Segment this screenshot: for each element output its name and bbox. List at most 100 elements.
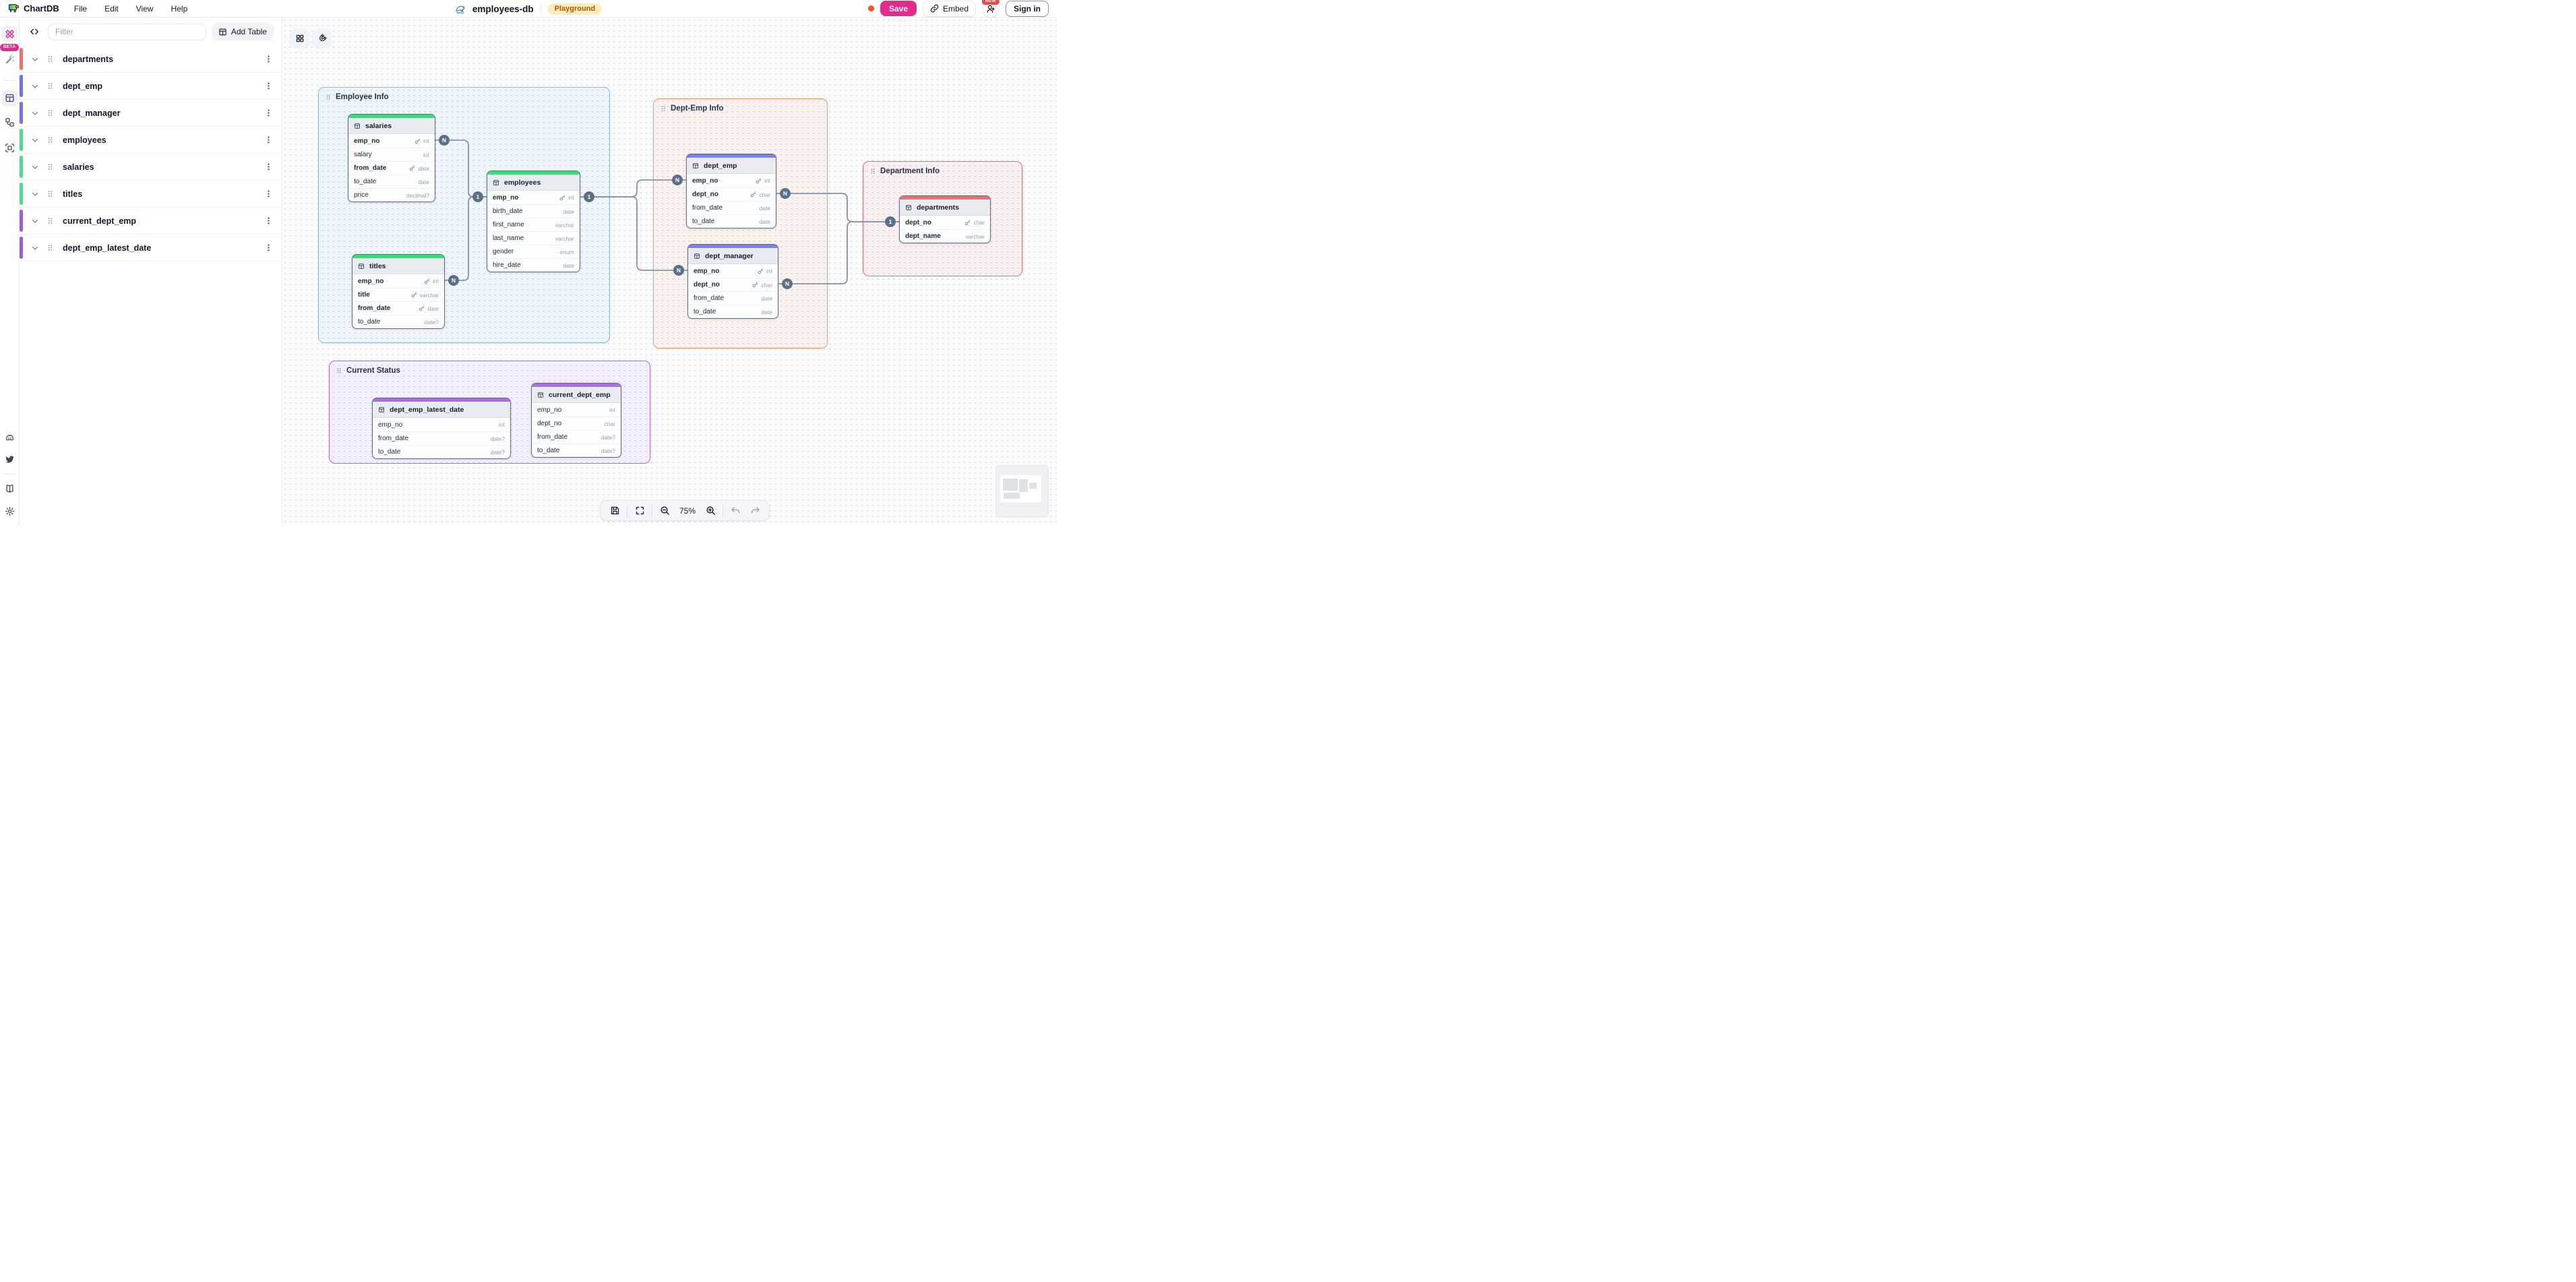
table-node-header[interactable]: dept_manager	[688, 248, 778, 264]
field-row[interactable]: birth_date date	[487, 204, 580, 218]
field-row[interactable]: hire_date date	[487, 258, 580, 272]
table-row-dept-emp[interactable]: dept_emp	[20, 73, 282, 100]
field-row[interactable]: emp_no int	[688, 264, 778, 278]
filter-input[interactable]	[48, 23, 206, 40]
drag-handle-icon[interactable]	[47, 244, 54, 251]
undo-button[interactable]	[728, 503, 743, 518]
view-code-button[interactable]	[26, 24, 42, 40]
table-node-dept-emp-latest-date[interactable]: dept_emp_latest_date emp_no int from_dat…	[372, 398, 511, 459]
menu-view[interactable]: View	[135, 3, 154, 13]
zoom-in-button[interactable]	[703, 503, 718, 518]
drag-handle-icon[interactable]	[47, 82, 54, 90]
field-row[interactable]: last_name varchar	[487, 231, 580, 245]
table-menu-icon[interactable]	[264, 162, 273, 171]
table-row-departments[interactable]: departments	[20, 46, 282, 73]
fit-view-button[interactable]	[632, 503, 647, 518]
snap-magnet-button[interactable]	[313, 29, 332, 48]
cardinality-many[interactable]: N	[780, 188, 791, 199]
cardinality-one[interactable]: 1	[584, 191, 594, 202]
table-node-header[interactable]: employees	[487, 175, 580, 191]
zoom-out-button[interactable]	[657, 503, 672, 518]
field-row[interactable]: emp_no int	[687, 174, 776, 187]
field-row[interactable]: gender enum	[487, 245, 580, 258]
cardinality-one[interactable]: 1	[472, 191, 483, 202]
discord-link-button[interactable]	[1, 429, 18, 446]
field-row[interactable]: title varchar	[352, 288, 444, 301]
table-menu-icon[interactable]	[264, 135, 273, 144]
save-diagram-button[interactable]	[607, 503, 622, 518]
chevron-down-icon[interactable]	[31, 136, 39, 144]
docs-button[interactable]	[1, 480, 18, 496]
table-node-titles[interactable]: titles emp_no int title varchar from_dat…	[352, 254, 445, 329]
field-row[interactable]: emp_no int	[373, 418, 510, 431]
table-node-header[interactable]: salaries	[348, 118, 435, 134]
table-node-salaries[interactable]: salaries emp_no int salary int from_date…	[348, 114, 435, 202]
area-label[interactable]: Current Status	[330, 361, 650, 380]
table-row-titles[interactable]: titles	[20, 181, 282, 208]
ai-wand-button[interactable]	[1, 52, 18, 68]
field-row[interactable]: dept_name varchar	[900, 229, 990, 243]
drag-handle-icon[interactable]	[47, 55, 54, 63]
app-logo[interactable]: ChartDB	[8, 3, 59, 14]
field-row[interactable]: from_date date	[688, 291, 778, 305]
field-row[interactable]: from_date date?	[373, 431, 510, 445]
field-row[interactable]: from_date date?	[532, 430, 621, 444]
field-row[interactable]: to_date date	[348, 175, 435, 188]
field-row[interactable]: from_date date	[687, 201, 776, 214]
chevron-down-icon[interactable]	[31, 109, 39, 117]
editor-tool-button[interactable]	[1, 26, 18, 42]
table-node-employees[interactable]: employees emp_no int birth_date date fir…	[487, 171, 580, 272]
field-row[interactable]: to_date date?	[532, 444, 621, 457]
field-row[interactable]: dept_no char	[900, 216, 990, 229]
field-row[interactable]: emp_no int	[352, 274, 444, 288]
table-row-current-dept-emp[interactable]: current_dept_emp	[20, 208, 282, 235]
field-row[interactable]: to_date date	[687, 214, 776, 228]
table-row-salaries[interactable]: salaries	[20, 154, 282, 181]
drag-handle-icon[interactable]	[47, 136, 54, 144]
table-row-dept-emp-latest-date[interactable]: dept_emp_latest_date	[20, 235, 282, 262]
drag-handle-icon[interactable]	[47, 190, 54, 197]
field-row[interactable]: from_date date	[348, 161, 435, 175]
drag-handle-icon[interactable]	[47, 217, 54, 224]
table-menu-icon[interactable]	[264, 216, 273, 225]
field-row[interactable]: dept_no char	[532, 417, 621, 430]
chevron-down-icon[interactable]	[31, 163, 39, 171]
minimap[interactable]	[995, 465, 1049, 518]
table-menu-icon[interactable]	[264, 55, 273, 63]
settings-button[interactable]	[1, 503, 18, 519]
cardinality-many[interactable]: N	[448, 275, 459, 286]
chevron-down-icon[interactable]	[31, 244, 39, 252]
table-node-header[interactable]: titles	[352, 258, 444, 274]
table-menu-icon[interactable]	[264, 109, 273, 117]
table-node-header[interactable]: dept_emp	[687, 158, 776, 174]
chevron-down-icon[interactable]	[31, 217, 39, 225]
field-row[interactable]: emp_no int	[532, 403, 621, 417]
area-label[interactable]: Dept-Emp Info	[654, 99, 827, 118]
twitter-link-button[interactable]	[1, 451, 18, 467]
field-row[interactable]: emp_no int	[348, 134, 435, 148]
field-row[interactable]: to_date date	[688, 305, 778, 318]
tables-panel-button[interactable]	[1, 90, 18, 106]
table-node-header[interactable]: dept_emp_latest_date	[373, 402, 510, 418]
zoom-level[interactable]: 75%	[679, 506, 696, 516]
table-node-dept-emp[interactable]: dept_emp emp_no int dept_no char from_da…	[686, 154, 776, 228]
menu-file[interactable]: File	[73, 3, 88, 13]
table-menu-icon[interactable]	[264, 189, 273, 198]
areas-panel-button[interactable]	[1, 140, 18, 156]
menu-help[interactable]: Help	[171, 3, 188, 13]
database-name[interactable]: employees-db	[472, 3, 534, 14]
field-row[interactable]: emp_no int	[487, 191, 580, 204]
redo-button[interactable]	[747, 503, 762, 518]
field-row[interactable]: dept_no char	[687, 187, 776, 201]
diagram-canvas[interactable]: Employee Info Dept-Emp Info Department I…	[282, 18, 1057, 526]
field-row[interactable]: price decimal?	[348, 188, 435, 202]
sign-in-button[interactable]: Sign in	[1006, 0, 1049, 17]
chevron-down-icon[interactable]	[31, 55, 39, 63]
relationships-panel-button[interactable]	[1, 115, 18, 131]
table-node-departments[interactable]: departments dept_no char dept_name varch…	[899, 195, 991, 243]
save-button[interactable]: Save	[880, 1, 917, 16]
cardinality-one[interactable]: 1	[885, 216, 896, 227]
menu-edit[interactable]: Edit	[104, 3, 119, 13]
area-label[interactable]: Employee Info	[319, 88, 609, 106]
table-row-dept-manager[interactable]: dept_manager	[20, 100, 282, 127]
